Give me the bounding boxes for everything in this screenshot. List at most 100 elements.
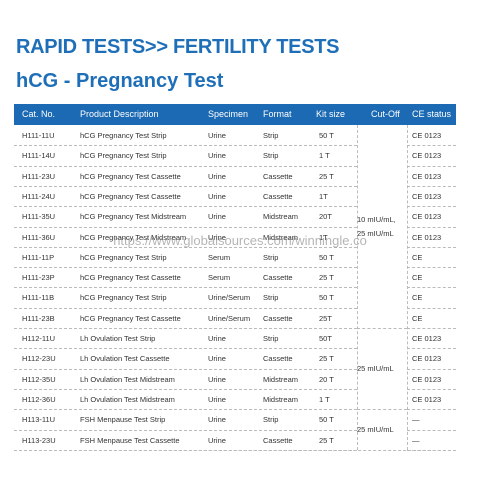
table-cell: Midstream — [263, 394, 299, 404]
table-cell: Cassette — [263, 273, 293, 283]
column-header: Product Description — [80, 109, 159, 119]
table-cell: Lh Ovulation Test Midstream — [80, 394, 175, 404]
row-divider — [14, 165, 357, 167]
table-cell: CE 0123 — [412, 212, 442, 222]
table-cell: Urine/Serum — [208, 293, 251, 303]
table-cell: CE 0123 — [412, 232, 442, 242]
table-cell: H111-36U — [22, 232, 56, 242]
watermark: https://www.globalsources.com/winningle.… — [113, 233, 367, 248]
table-cell: Urine — [208, 232, 226, 242]
table-cell: H113-11U — [22, 415, 56, 425]
table-cell: 50T — [319, 334, 332, 343]
row-divider — [407, 307, 456, 309]
table-cell: Strip — [263, 293, 279, 303]
table-cell: 25 T — [319, 354, 334, 364]
row-divider — [407, 206, 456, 208]
table-cell: Cassette — [263, 191, 293, 201]
table-cell: Strip — [263, 415, 279, 425]
table-cell: H112-36U — [22, 394, 56, 404]
table-cell: Serum — [208, 273, 231, 283]
column-header: Cut-Off — [371, 109, 400, 119]
row-divider — [407, 267, 456, 269]
table-cell: Urine — [208, 131, 226, 140]
table-cell: CE 0123 — [412, 394, 442, 404]
table-cell: 25 T — [319, 435, 334, 445]
table-cell: 1T — [319, 191, 328, 201]
row-divider — [14, 246, 357, 248]
cut-off-value: 25 mIU/mL — [357, 363, 394, 373]
row-divider — [14, 287, 357, 289]
table-cell: 1T — [319, 232, 328, 242]
table-cell: Cassette — [263, 435, 293, 445]
table-cell: Urine — [208, 191, 226, 201]
table-cell: CE 0123 — [412, 151, 442, 161]
table-cell: Urine — [208, 394, 226, 404]
table-cell: H111-11U — [22, 131, 55, 140]
table-cell: Midstream — [263, 232, 299, 242]
table-cell: 50 T — [319, 293, 334, 303]
row-divider — [407, 145, 456, 147]
cut-off-value: 25 mIU/mL — [357, 424, 394, 434]
table-cell: CE 0123 — [412, 131, 442, 140]
table-cell: H111-14U — [22, 151, 56, 161]
table-cell: Urine — [208, 354, 226, 364]
row-divider — [357, 328, 407, 329]
table-cell: hCG Pregnancy Test Cassette — [80, 273, 181, 283]
row-divider — [407, 429, 456, 431]
column-header: Cat. No. — [22, 109, 56, 119]
table-cell: 25 T — [319, 171, 334, 181]
table-cell: 50 T — [319, 252, 334, 262]
table-cell: — — [412, 435, 420, 445]
table-cell: Urine/Serum — [208, 313, 251, 323]
row-divider — [14, 226, 357, 228]
table-cell: CE 0123 — [412, 171, 442, 181]
row-divider — [14, 206, 357, 208]
table-cell: Urine — [208, 212, 226, 222]
column-header: Kit size — [316, 109, 346, 119]
table-cell: hCG Pregnancy Test Strip — [80, 151, 167, 161]
table-cell: 25 T — [319, 273, 334, 283]
table-cell: H111-23U — [22, 171, 56, 181]
table-cell: CE 0123 — [412, 191, 442, 201]
column-divider — [357, 125, 358, 450]
row-divider — [14, 409, 357, 411]
table-cell: Strip — [263, 252, 279, 262]
cut-off-value: 25 mIU/mL — [357, 228, 394, 238]
row-divider — [407, 165, 456, 167]
table-cell: H113-23U — [22, 435, 56, 445]
table-cell: CE 0123 — [412, 354, 442, 364]
table-cell: CE — [412, 273, 423, 283]
table-cell: CE 0123 — [412, 334, 442, 343]
row-divider — [14, 267, 357, 269]
table-cell: Lh Ovulation Test Cassette — [80, 354, 170, 364]
row-divider — [14, 185, 357, 187]
table-cell: FSH Menpause Test Cassette — [80, 435, 180, 445]
table-cell: Midstream — [263, 212, 299, 222]
row-divider — [407, 409, 456, 411]
table-cell: hCG Pregnancy Test Cassette — [80, 171, 181, 181]
row-divider — [407, 185, 456, 187]
table-cell: 1 T — [319, 394, 330, 404]
row-divider — [407, 368, 456, 370]
table-cell: hCG Pregnancy Test Strip — [80, 252, 167, 262]
table-cell: hCG Pregnancy Test Cassette — [80, 313, 181, 323]
table-cell: Urine — [208, 415, 226, 425]
table-cell: 1 T — [319, 151, 330, 161]
table-cell: Cassette — [263, 354, 293, 364]
page-subtitle: hCG - Pregnancy Test — [16, 70, 224, 92]
table-cell: 20T — [319, 212, 332, 222]
table-cell: 25T — [319, 313, 332, 323]
table-cell: CE — [412, 313, 423, 323]
row-divider — [357, 409, 407, 411]
table-bottom — [14, 450, 456, 451]
row-divider — [407, 246, 456, 248]
column-header: Specimen — [208, 109, 249, 119]
table-cell: Urine — [208, 374, 226, 384]
table-cell: 50 T — [319, 415, 334, 425]
table-cell: Strip — [263, 131, 279, 140]
table-cell: 20 T — [319, 374, 334, 384]
table-cell: hCG Pregnancy Test Midstream — [80, 232, 187, 242]
table-cell: Strip — [263, 334, 279, 343]
row-divider — [14, 145, 357, 147]
